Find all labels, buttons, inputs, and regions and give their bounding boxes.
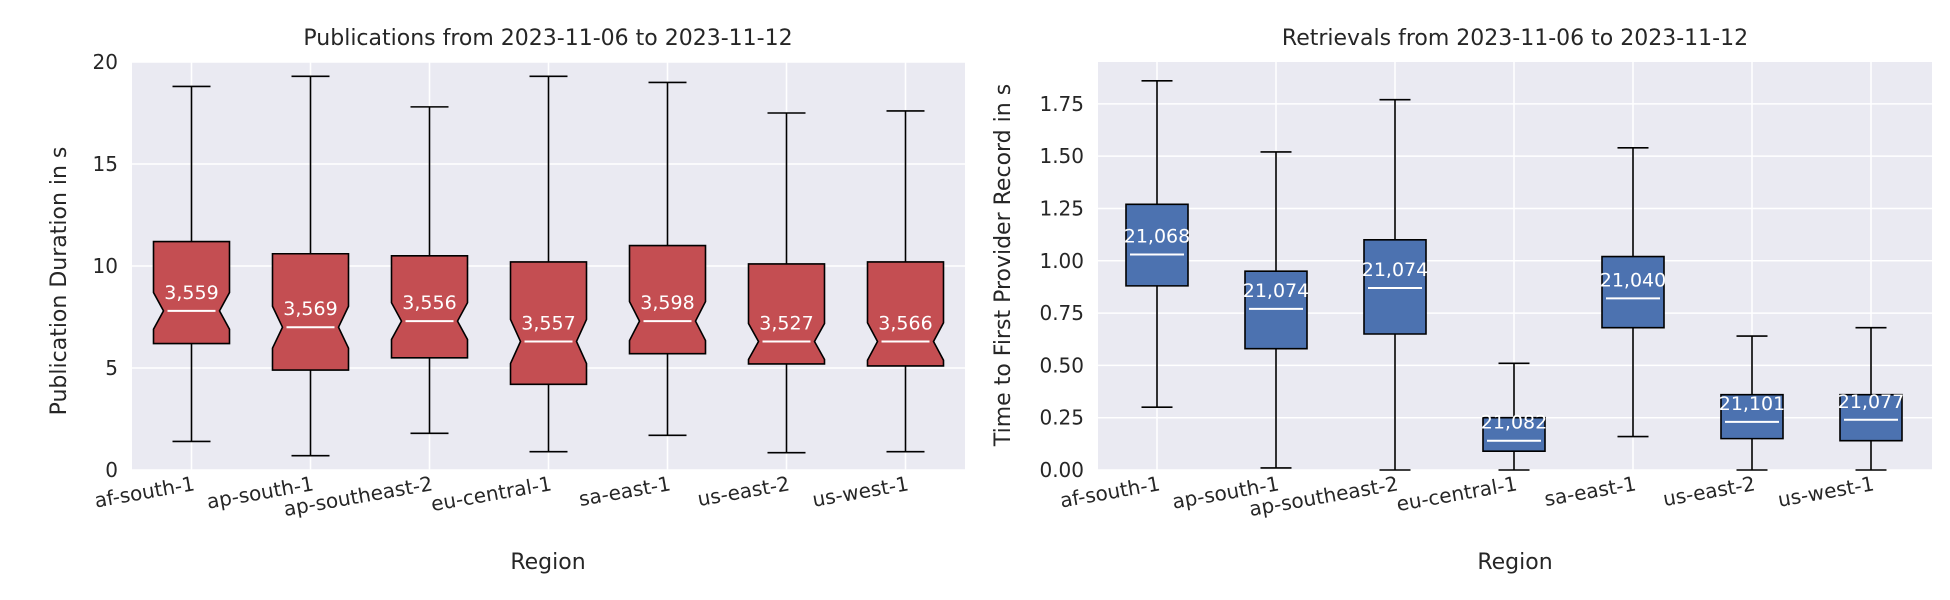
box-body — [1720, 393, 1784, 440]
box-us-east-2: 3,527 — [747, 112, 826, 454]
box-body — [1363, 239, 1427, 335]
box-eu-central-1: 21,082 — [1481, 362, 1547, 471]
box-us-east-2: 21,101 — [1719, 335, 1785, 471]
count-label: 3,527 — [759, 312, 813, 334]
y-tick-label: 1.50 — [1039, 144, 1084, 168]
plot-background — [1098, 62, 1932, 470]
plot-area: 0.000.250.500.751.001.251.501.75af-south… — [1039, 62, 1932, 521]
box-body — [1125, 203, 1189, 287]
y-axis-label: Time to First Provider Record in s — [991, 84, 1016, 447]
x-tick-label: us-west-1 — [810, 471, 910, 512]
box-body — [1244, 270, 1308, 350]
box-af-south-1: 21,068 — [1124, 80, 1190, 409]
box-body — [509, 261, 588, 386]
box-sa-east-1: 3,598 — [628, 81, 707, 437]
y-tick-label: 1.00 — [1039, 249, 1084, 273]
count-label: 3,559 — [164, 282, 218, 304]
box-body — [152, 240, 231, 345]
x-tick-label: sa-east-1 — [577, 471, 672, 511]
y-axis-label: Publication Duration in s — [47, 147, 72, 416]
count-label: 21,101 — [1719, 393, 1785, 415]
box-af-south-1: 3,559 — [152, 85, 231, 443]
count-label: 21,074 — [1243, 280, 1309, 302]
box-ap-south-1: 3,569 — [271, 75, 350, 457]
chart-title: Retrievals from 2023-11-06 to 2023-11-12 — [1282, 26, 1748, 51]
box-body — [1482, 416, 1546, 452]
x-tick-label: eu-central-1 — [1395, 471, 1519, 516]
y-tick-label: 0.25 — [1039, 406, 1084, 430]
chart-publications: Publications from 2023-11-06 to 2023-11-… — [47, 26, 965, 575]
count-label: 21,082 — [1481, 412, 1547, 434]
y-tick-label: 0.00 — [1039, 458, 1084, 482]
x-tick-label: us-east-2 — [696, 471, 792, 511]
x-axis-label: Region — [510, 550, 585, 575]
box-body — [390, 255, 469, 359]
x-axis-label: Region — [1477, 550, 1552, 575]
y-tick-label: 15 — [93, 152, 118, 176]
count-label: 3,598 — [640, 292, 694, 314]
y-tick-label: 1.25 — [1039, 196, 1084, 220]
y-tick-label: 0.50 — [1039, 353, 1084, 377]
count-label: 21,068 — [1124, 225, 1190, 247]
count-label: 3,557 — [521, 312, 575, 334]
y-tick-label: 0.75 — [1039, 301, 1084, 325]
count-label: 21,040 — [1600, 269, 1666, 291]
y-tick-label: 10 — [93, 254, 118, 278]
box-eu-central-1: 3,557 — [509, 75, 588, 453]
box-body — [1601, 255, 1665, 329]
count-label: 3,569 — [283, 298, 337, 320]
count-label: 3,566 — [878, 312, 932, 334]
x-tick-label: us-east-2 — [1661, 471, 1757, 511]
x-tick-label: sa-east-1 — [1542, 471, 1637, 511]
y-tick-label: 0 — [105, 458, 118, 482]
count-label: 21,074 — [1362, 259, 1428, 281]
box-body — [866, 261, 945, 367]
box-sa-east-1: 21,040 — [1600, 146, 1666, 438]
box-body — [628, 244, 707, 355]
y-tick-label: 5 — [105, 356, 118, 380]
count-label: 3,556 — [402, 292, 456, 314]
box-body — [271, 252, 350, 371]
box-body — [747, 263, 826, 365]
x-tick-label: us-west-1 — [1776, 471, 1876, 512]
box-ap-southeast-2: 21,074 — [1362, 98, 1428, 471]
y-tick-label: 1.75 — [1039, 92, 1084, 116]
box-us-west-1: 3,566 — [866, 110, 945, 453]
box-us-west-1: 21,077 — [1838, 326, 1904, 471]
count-label: 21,077 — [1838, 391, 1904, 413]
x-tick-label: eu-central-1 — [429, 471, 553, 516]
box-ap-south-1: 21,074 — [1243, 151, 1309, 469]
box-body — [1839, 393, 1903, 442]
chart-retrievals: Retrievals from 2023-11-06 to 2023-11-12… — [991, 26, 1932, 575]
chart-title: Publications from 2023-11-06 to 2023-11-… — [303, 26, 792, 51]
y-tick-label: 20 — [93, 50, 118, 74]
box-ap-southeast-2: 3,556 — [390, 106, 469, 435]
